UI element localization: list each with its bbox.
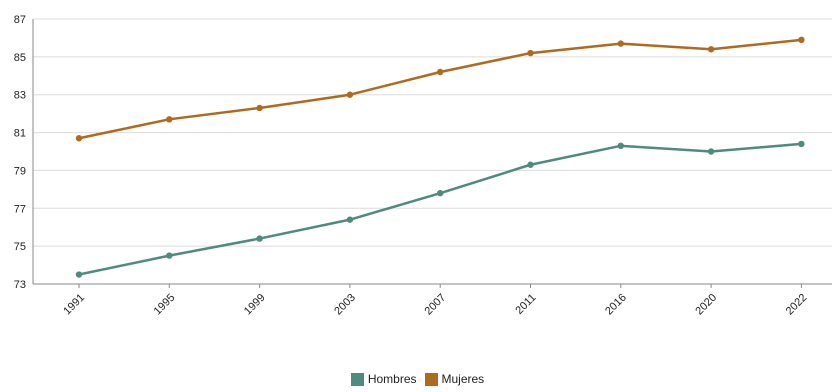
- data-point-mujeres[interactable]: [707, 46, 715, 53]
- legend-swatch-hombres: [350, 372, 364, 386]
- y-tick-label: 85: [14, 52, 26, 64]
- x-tick-label: 2003: [332, 292, 358, 318]
- y-tick-label: 83: [14, 90, 26, 102]
- y-tick-label: 73: [14, 279, 26, 291]
- y-tick-label: 87: [14, 14, 26, 26]
- x-tick-label: 1995: [152, 292, 178, 318]
- x-tick-label: 1999: [242, 292, 268, 318]
- gridlines: [33, 18, 832, 285]
- data-point-hombres[interactable]: [256, 235, 263, 242]
- x-axis-tick-labels: 1991 1995 1999 2003 2007 2011 2016 2020 2022: [61, 292, 809, 318]
- data-point-hombres[interactable]: [527, 161, 534, 168]
- x-tick-label: 2011: [513, 292, 538, 317]
- axes: [32, 19, 832, 288]
- legend-label-hombres: Hombres: [367, 372, 417, 386]
- data-point-mujeres[interactable]: [166, 116, 173, 123]
- data-point-hombres[interactable]: [617, 142, 624, 150]
- legend-swatch-mujeres: [424, 372, 438, 386]
- legend-item-mujeres[interactable]: Mujeres: [424, 372, 485, 386]
- x-tick-label: 2020: [693, 292, 719, 318]
- y-tick-label: 77: [14, 203, 26, 215]
- y-tick-label: 75: [14, 241, 26, 253]
- x-tick-label: 2016: [603, 292, 629, 318]
- data-point-hombres[interactable]: [75, 271, 83, 278]
- data-point-mujeres[interactable]: [798, 36, 805, 44]
- data-point-mujeres[interactable]: [75, 135, 83, 142]
- data-point-hombres[interactable]: [437, 189, 444, 197]
- data-point-mujeres[interactable]: [256, 104, 263, 112]
- legend-item-hombres[interactable]: Hombres: [350, 372, 417, 386]
- y-tick-label: 79: [14, 165, 26, 177]
- data-point-hombres[interactable]: [798, 140, 805, 148]
- data-point-mujeres[interactable]: [527, 49, 534, 57]
- x-tick-label: 1991: [61, 292, 87, 318]
- y-tick-label: 81: [14, 128, 26, 140]
- series-line-mujeres[interactable]: [77, 38, 803, 140]
- data-point-mujeres[interactable]: [346, 91, 354, 98]
- legend: Hombres Mujeres: [0, 372, 835, 386]
- x-tick-label: 2007: [423, 292, 449, 318]
- data-point-mujeres[interactable]: [617, 40, 624, 47]
- y-axis-tick-labels: 73 75 77 79 81 83 85 87: [14, 14, 26, 291]
- series-line-hombres[interactable]: [77, 142, 803, 276]
- series-lines: [75, 36, 805, 278]
- legend-label-mujeres: Mujeres: [441, 372, 485, 386]
- data-point-hombres[interactable]: [707, 148, 715, 155]
- data-point-hombres[interactable]: [166, 252, 173, 259]
- data-point-mujeres[interactable]: [437, 68, 444, 76]
- data-point-hombres[interactable]: [346, 216, 354, 223]
- x-tick-label: 2022: [784, 292, 810, 318]
